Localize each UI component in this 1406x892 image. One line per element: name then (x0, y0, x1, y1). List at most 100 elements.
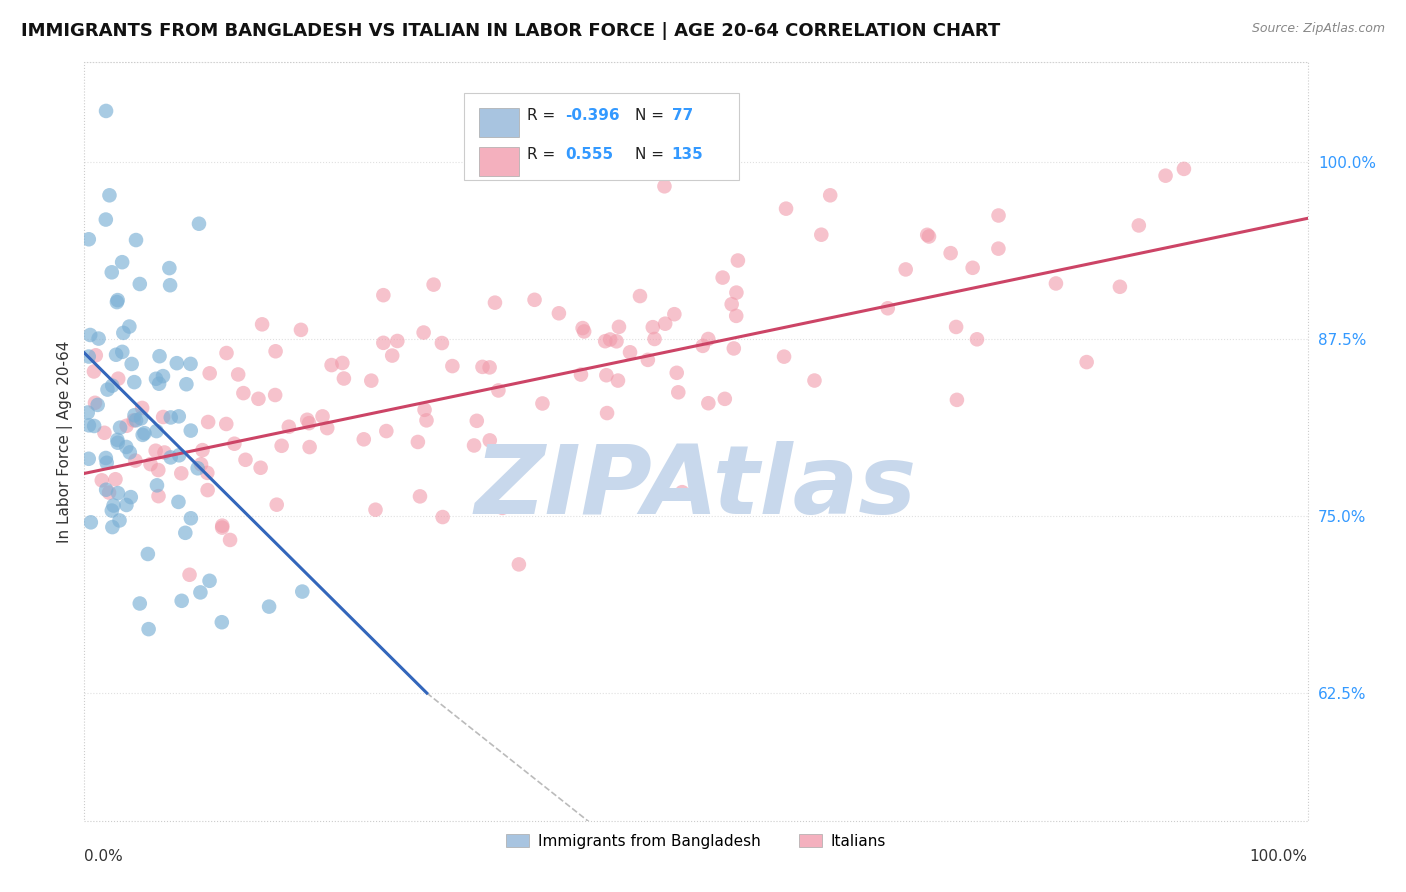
Point (139, 457, 162, 471)
Point (211, 615, 233, 630)
Point (76, 405, 98, 419)
Point (152, 369, 174, 384)
Point (413, 402, 436, 417)
Point (491, 500, 513, 515)
Point (599, 333, 621, 347)
Point (93, 425, 115, 440)
FancyBboxPatch shape (479, 147, 519, 177)
Point (571, 321, 593, 335)
Point (692, 339, 714, 353)
Point (129, 411, 152, 425)
Point (1109, 280, 1132, 294)
Point (876, 301, 898, 316)
Point (90, 473, 112, 487)
Point (664, 307, 686, 321)
Point (373, 335, 395, 350)
Point (96, 383, 118, 397)
Point (146, 478, 169, 492)
Point (107, 372, 129, 386)
Point (125, 233, 148, 247)
Point (115, 440, 138, 454)
Point (232, 386, 254, 401)
Point (77, 418, 100, 433)
Point (96, 456, 118, 470)
Point (725, 285, 748, 300)
Point (298, 440, 321, 454)
Point (966, 332, 988, 346)
Point (523, 293, 546, 307)
Point (211, 518, 233, 533)
Point (136, 547, 159, 561)
Point (188, 217, 211, 231)
Point (290, 323, 312, 337)
Point (297, 413, 319, 427)
Point (508, 558, 530, 572)
Text: ZIPAtlas: ZIPAtlas (475, 441, 917, 533)
Point (531, 396, 554, 410)
Point (191, 443, 214, 458)
Point (83, 364, 105, 378)
Point (124, 375, 146, 389)
Point (671, 485, 693, 500)
Point (120, 490, 142, 504)
Point (84, 348, 107, 362)
Point (211, 521, 233, 535)
Point (249, 460, 271, 475)
Point (711, 270, 734, 285)
Point (316, 421, 339, 435)
Point (157, 261, 180, 276)
Point (946, 392, 969, 407)
Point (478, 360, 501, 375)
Point (375, 424, 398, 438)
Text: 135: 135 (672, 147, 703, 162)
Point (412, 326, 434, 340)
Point (195, 466, 218, 480)
Point (77, 451, 100, 466)
Point (180, 424, 202, 438)
Point (987, 209, 1010, 223)
Point (353, 433, 375, 447)
Point (406, 434, 429, 449)
Point (945, 320, 967, 334)
Point (1128, 219, 1150, 233)
Point (915, 227, 938, 242)
Point (637, 352, 659, 367)
Point (115, 418, 138, 433)
Point (94, 450, 117, 465)
Point (1076, 355, 1098, 369)
Point (250, 318, 273, 332)
Point (94, 103, 117, 118)
Text: -0.396: -0.396 (565, 108, 620, 123)
Point (422, 277, 444, 292)
Point (215, 346, 238, 360)
Point (105, 295, 128, 310)
FancyBboxPatch shape (464, 93, 738, 180)
Text: 77: 77 (672, 108, 693, 123)
Point (479, 491, 502, 505)
Point (124, 453, 146, 467)
Point (86, 398, 108, 412)
Text: 0.0%: 0.0% (84, 849, 124, 864)
Y-axis label: In Labor Force | Age 20-64: In Labor Force | Age 20-64 (58, 341, 73, 542)
Point (235, 452, 257, 467)
Point (101, 503, 124, 517)
Point (291, 584, 314, 599)
Point (153, 445, 176, 459)
Point (159, 410, 181, 425)
Point (1045, 277, 1067, 291)
Point (619, 345, 641, 359)
Point (298, 416, 321, 430)
Point (79, 328, 101, 343)
Point (100, 265, 122, 279)
Point (198, 367, 221, 381)
Point (257, 599, 280, 614)
Point (463, 438, 485, 452)
Point (224, 436, 246, 450)
Point (441, 359, 464, 373)
Point (111, 255, 134, 269)
Point (264, 344, 287, 359)
Point (654, 179, 676, 194)
Point (101, 520, 124, 534)
Point (1173, 161, 1195, 176)
Point (478, 434, 501, 448)
